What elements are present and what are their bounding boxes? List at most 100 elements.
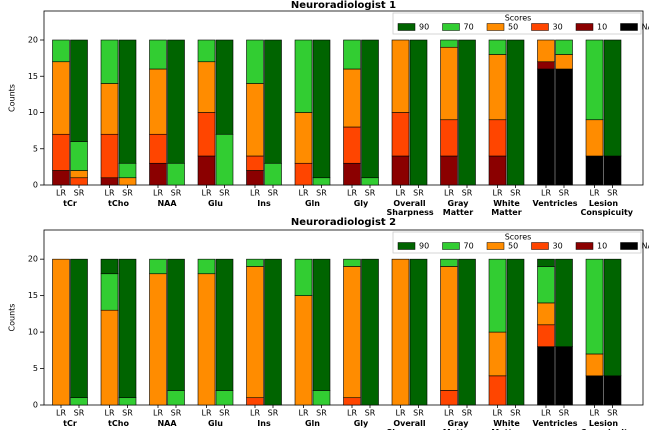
bar-segment: [488, 375, 507, 406]
bar-segment: [215, 258, 234, 391]
group-label: Gln: [304, 199, 320, 208]
x-tick-label: SR: [74, 409, 85, 418]
x-tick-label: SR: [607, 189, 618, 198]
bar-segment: [215, 39, 234, 135]
x-tick-label: LR: [104, 409, 114, 418]
bar-segment: [70, 141, 88, 171]
group-label: tCho: [108, 419, 129, 428]
bar-segment: [100, 309, 119, 406]
bar-segment: [100, 258, 119, 275]
x-tick-label: LR: [104, 189, 114, 198]
bar-segment: [343, 397, 361, 406]
bar-segment: [294, 162, 313, 186]
bar-segment: [343, 258, 361, 267]
bar-segment: [118, 397, 137, 406]
x-tick-label: SR: [365, 189, 376, 198]
legend-label: 50: [508, 23, 518, 32]
bar-segment: [118, 39, 137, 164]
bar-segment: [118, 162, 137, 179]
group-label: Glu: [207, 199, 223, 208]
bar-segment: [506, 39, 525, 186]
bar-segment: [246, 155, 264, 171]
bar-segment: [343, 126, 361, 164]
y-tick-label: 10: [28, 108, 38, 117]
group-label: Overall Sharpness: [386, 199, 434, 217]
bar-segment: [294, 295, 313, 406]
bar-segment: [246, 170, 264, 186]
y-tick-label: 10: [28, 328, 38, 337]
x-tick-label: SR: [268, 409, 279, 418]
legend-swatch: [397, 242, 416, 250]
bar-segment: [100, 177, 119, 186]
bar-segment: [70, 177, 88, 186]
legend-label: 70: [464, 242, 474, 251]
bar-segment: [440, 39, 458, 48]
bar-segment: [343, 266, 361, 399]
y-tick-label: 15: [28, 291, 38, 300]
group-label: Ins: [257, 419, 271, 428]
group-label: Gly: [353, 199, 369, 208]
bar-segment: [555, 39, 573, 55]
bar-segment: [167, 390, 185, 406]
bar-segment: [264, 162, 282, 186]
y-tick-label: 20: [28, 255, 38, 264]
x-tick-label: LR: [201, 189, 211, 198]
bar-segment: [537, 346, 555, 406]
legend-title: Scores: [505, 233, 532, 242]
x-tick-label: LR: [444, 409, 454, 418]
bar-segment: [100, 133, 119, 179]
bar-segment: [458, 258, 476, 406]
x-tick-label: SR: [171, 189, 182, 198]
group-label: White Matter: [491, 199, 522, 217]
y-axis-label: Counts: [8, 84, 17, 112]
legend-swatch: [620, 23, 638, 31]
legend-swatch: [575, 242, 594, 250]
bar-segment: [70, 258, 88, 399]
bar-segment: [391, 112, 410, 157]
legend-title: Scores: [505, 14, 532, 23]
bar-segment: [555, 68, 573, 186]
bar-segment: [52, 39, 70, 63]
chart-title: Neuroradiologist 2: [291, 217, 396, 228]
bar-segment: [52, 61, 70, 135]
bar-segment: [246, 258, 264, 267]
group-label: NAA: [157, 419, 177, 428]
bar-segment: [391, 39, 410, 113]
bar-segment: [70, 397, 88, 406]
y-tick-label: 20: [28, 36, 38, 45]
bar-segment: [215, 133, 234, 186]
bar-segment: [585, 119, 604, 157]
bar-segment: [100, 83, 119, 135]
group-label: Ins: [257, 199, 271, 208]
bar-segment: [294, 112, 313, 164]
legend-label: 30: [553, 23, 563, 32]
bar-segment: [149, 133, 167, 164]
bar-segment: [343, 162, 361, 186]
bar-segment: [440, 266, 458, 391]
bar-segment: [167, 162, 185, 186]
bar-segment: [585, 155, 604, 186]
bar-segment: [585, 375, 604, 406]
x-tick-label: LR: [541, 189, 551, 198]
bar-segment: [167, 258, 185, 391]
x-tick-label: SR: [413, 409, 424, 418]
legend-label: 50: [508, 242, 518, 251]
bar-segment: [440, 258, 458, 267]
x-tick-label: LR: [492, 409, 502, 418]
bar-segment: [70, 39, 88, 142]
bar-segment: [246, 266, 264, 399]
x-tick-label: SR: [268, 189, 279, 198]
bar-segment: [294, 39, 313, 113]
bar-segment: [391, 258, 410, 406]
bar-segment: [52, 133, 70, 171]
group-label: Ventricles: [532, 419, 578, 428]
bar-segment: [537, 39, 555, 63]
bar-segment: [361, 258, 379, 406]
x-tick-label: LR: [492, 189, 502, 198]
bar-segment: [537, 258, 555, 267]
bar-segment: [197, 61, 216, 113]
x-tick-label: LR: [56, 409, 66, 418]
bar-segment: [603, 258, 622, 377]
x-tick-label: LR: [56, 189, 66, 198]
bar-segment: [149, 39, 167, 70]
